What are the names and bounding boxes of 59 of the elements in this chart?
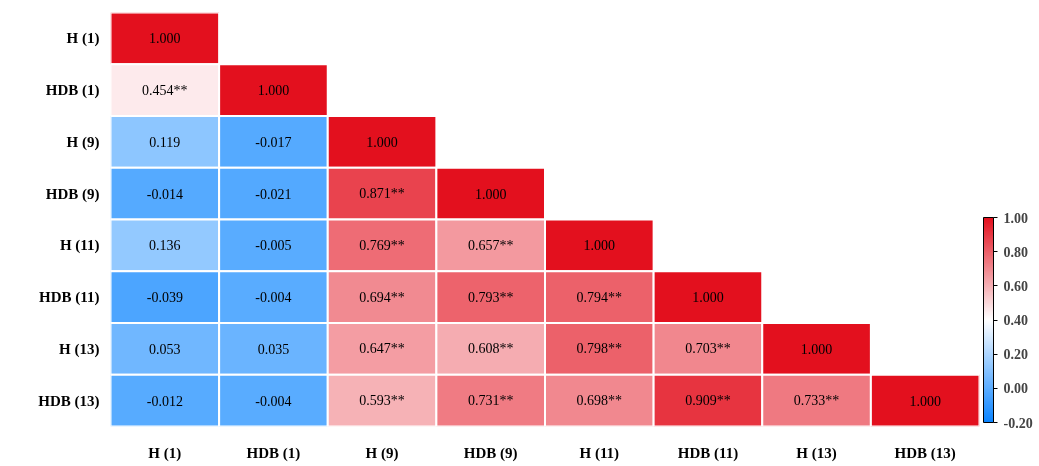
color-bar-label: 0.80 <box>1003 244 1028 260</box>
data-label: 0.694** <box>359 289 405 305</box>
data-label: 0.035 <box>257 341 290 357</box>
x-tick-label: H (13) <box>796 444 837 462</box>
data-label: 0.798** <box>576 341 623 357</box>
data-label: 0.053 <box>149 341 181 357</box>
data-label: 1.000 <box>909 393 941 409</box>
x-tick-label: HDB (13) <box>894 444 956 462</box>
data-label: 0.657** <box>467 237 514 253</box>
data-label: 0.593** <box>359 393 405 409</box>
y-tick-label: HDB (11) <box>39 289 100 307</box>
data-label: -0.014 <box>146 186 183 202</box>
y-tick-label: H (13) <box>59 340 100 358</box>
data-label: -0.021 <box>255 186 292 202</box>
data-label: 0.793** <box>467 289 514 305</box>
y-tick-label: H (1) <box>66 30 100 48</box>
y-tick-label: HDB (9) <box>45 185 100 203</box>
data-label: 0.608** <box>467 341 514 357</box>
color-bar-label: 0.60 <box>1003 278 1028 294</box>
data-label: 0.647** <box>359 341 405 357</box>
color-bar-label: 0.00 <box>1003 381 1028 397</box>
data-label: 1.000 <box>583 238 616 254</box>
data-label: -0.017 <box>255 134 292 150</box>
data-label: 0.119 <box>149 134 181 150</box>
color-bar-label: 0.20 <box>1003 347 1028 363</box>
data-label: 0.769** <box>359 237 405 253</box>
data-label: -0.004 <box>255 290 292 306</box>
data-label: 1.000 <box>474 186 507 202</box>
y-tick-label: HDB (13) <box>38 392 100 410</box>
data-label: 1.000 <box>366 134 398 150</box>
data-label: 0.731** <box>467 393 514 409</box>
data-label: 0.454** <box>142 82 188 98</box>
x-tick-label: H (1) <box>148 444 182 462</box>
data-label: 0.871** <box>359 186 405 202</box>
y-tick-label: H (9) <box>66 133 100 151</box>
x-tick-label: HDB (11) <box>677 444 739 462</box>
color-bar-label: -0.20 <box>1003 415 1033 431</box>
color-bar-label: 1.00 <box>1003 210 1028 226</box>
data-label: 1.000 <box>149 31 181 47</box>
data-label: -0.005 <box>255 238 292 254</box>
data-label: 0.698** <box>576 393 623 409</box>
data-label: -0.012 <box>146 393 183 409</box>
y-tick-label: H (11) <box>59 237 100 255</box>
data-label: 0.136 <box>149 238 181 254</box>
data-label: -0.004 <box>255 393 292 409</box>
x-tick-label: HDB (9) <box>463 444 518 462</box>
data-label: 1.000 <box>257 83 290 99</box>
data-label: 0.794** <box>576 289 623 305</box>
data-label: 0.909** <box>685 393 731 409</box>
x-tick-label: H (11) <box>579 444 620 462</box>
color-bar-label: 0.40 <box>1003 313 1028 328</box>
x-tick-label: HDB (1) <box>246 444 301 462</box>
data-label: 1.000 <box>692 290 724 306</box>
data-label: 1.000 <box>800 341 833 357</box>
data-label: 0.733** <box>793 393 840 409</box>
data-label: 0.703** <box>685 341 731 357</box>
y-tick-label: HDB (1) <box>45 82 100 100</box>
x-tick-label: H (9) <box>365 444 399 462</box>
data-label: -0.039 <box>146 290 183 306</box>
